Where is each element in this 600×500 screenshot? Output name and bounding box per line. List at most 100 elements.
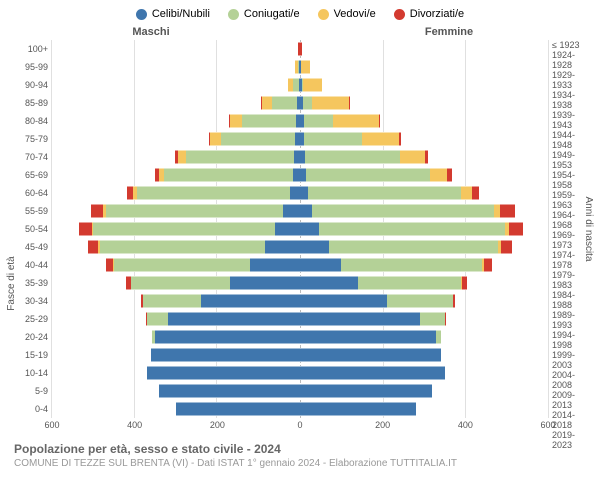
age-label: 100+	[10, 40, 48, 58]
seg-ved	[333, 114, 378, 128]
seg-ved	[461, 186, 471, 200]
x-tick: 400	[458, 420, 473, 430]
female-bar	[300, 276, 548, 290]
seg-cel	[283, 204, 300, 218]
year-label: 1984-1988	[552, 290, 590, 310]
female-bar	[300, 150, 548, 164]
seg-cel	[300, 258, 341, 272]
seg-cel	[147, 366, 300, 380]
age-label: 80-84	[10, 112, 48, 130]
seg-con	[143, 294, 201, 308]
year-label: 1994-1998	[552, 330, 590, 350]
male-bar	[52, 114, 300, 128]
female-bar	[300, 168, 548, 182]
pyramid-row	[52, 202, 548, 220]
year-label: ≤ 1923	[552, 40, 590, 50]
year-label: 2019-2023	[552, 430, 590, 450]
year-label: 1939-1943	[552, 110, 590, 130]
legend-label: Celibi/Nubili	[152, 8, 210, 20]
pyramid-row	[52, 148, 548, 166]
seg-con	[312, 204, 494, 218]
female-bar	[300, 60, 548, 74]
seg-cel	[265, 240, 300, 254]
seg-con	[306, 168, 430, 182]
pyramid-row	[52, 94, 548, 112]
pyramid-row	[52, 238, 548, 256]
seg-div	[472, 186, 479, 200]
seg-cel	[201, 294, 300, 308]
seg-div	[425, 150, 428, 164]
male-bar	[52, 78, 300, 92]
legend-label: Vedovi/e	[334, 8, 376, 20]
pyramid-row	[52, 112, 548, 130]
year-label: 1999-2003	[552, 350, 590, 370]
pyramid-row	[52, 40, 548, 58]
bars-area	[52, 40, 548, 418]
female-bar	[300, 312, 548, 326]
male-bar	[52, 186, 300, 200]
seg-cel	[176, 402, 300, 416]
year-label: 1934-1938	[552, 90, 590, 110]
male-bar	[52, 222, 300, 236]
seg-cel	[300, 384, 432, 398]
seg-ved	[262, 96, 272, 110]
seg-con	[114, 258, 250, 272]
year-label: 1989-1993	[552, 310, 590, 330]
seg-con	[106, 204, 284, 218]
seg-con	[304, 114, 333, 128]
seg-con	[131, 276, 230, 290]
seg-con	[221, 132, 295, 146]
male-bar	[52, 366, 300, 380]
x-tick: 200	[210, 420, 225, 430]
legend: Celibi/NubiliConiugati/eVedovi/eDivorzia…	[10, 8, 590, 20]
seg-ved	[312, 96, 349, 110]
male-bar	[52, 312, 300, 326]
seg-div	[447, 168, 452, 182]
female-bar	[300, 402, 548, 416]
female-bar	[300, 258, 548, 272]
male-bar	[52, 402, 300, 416]
age-label: 60-64	[10, 184, 48, 202]
pyramid-row	[52, 310, 548, 328]
seg-con	[319, 222, 505, 236]
legend-label: Divorziati/e	[410, 8, 464, 20]
age-label: 25-29	[10, 310, 48, 328]
female-bar	[300, 42, 548, 56]
seg-con	[303, 96, 311, 110]
seg-cel	[155, 330, 300, 344]
seg-div	[445, 312, 446, 326]
legend-item: Vedovi/e	[318, 8, 376, 20]
pyramid-row	[52, 400, 548, 418]
female-bar	[300, 114, 548, 128]
age-label: 75-79	[10, 130, 48, 148]
seg-con	[272, 96, 297, 110]
female-bar	[300, 366, 548, 380]
age-label: 50-54	[10, 220, 48, 238]
year-label: 1979-1983	[552, 270, 590, 290]
seg-ved	[400, 150, 425, 164]
male-bar	[52, 258, 300, 272]
female-bar	[300, 204, 548, 218]
age-label: 70-74	[10, 148, 48, 166]
seg-div	[509, 222, 523, 236]
seg-div	[501, 240, 513, 254]
seg-cel	[151, 348, 300, 362]
x-tick: 400	[127, 420, 142, 430]
legend-swatch	[228, 9, 239, 20]
legend-item: Celibi/Nubili	[136, 8, 210, 20]
pyramid-row	[52, 220, 548, 238]
pyramid-row	[52, 130, 548, 148]
header-male: Maschi	[52, 26, 300, 38]
age-label: 85-89	[10, 94, 48, 112]
female-bar	[300, 222, 548, 236]
seg-cel	[290, 186, 300, 200]
seg-con	[164, 168, 292, 182]
male-bar	[52, 330, 300, 344]
seg-con	[100, 240, 265, 254]
seg-cel	[230, 276, 300, 290]
seg-cel	[159, 384, 300, 398]
age-label: 95-99	[10, 58, 48, 76]
population-pyramid-chart: Celibi/NubiliConiugati/eVedovi/eDivorzia…	[0, 0, 600, 500]
age-label: 10-14	[10, 364, 48, 382]
seg-cel	[293, 168, 300, 182]
